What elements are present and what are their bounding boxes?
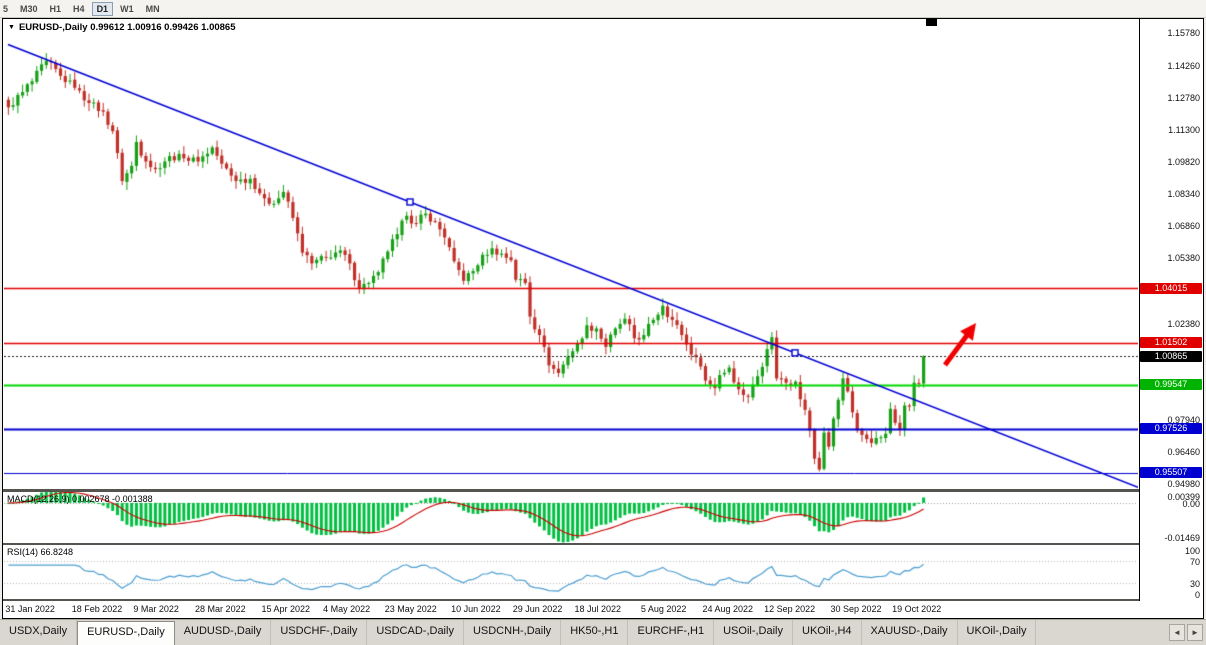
rsi-scale-tick: 0 <box>1194 590 1200 600</box>
date-tick: 28 Mar 2022 <box>195 604 246 614</box>
price-tick: 1.06860 <box>1167 221 1200 232</box>
date-tick: 9 Mar 2022 <box>133 604 179 614</box>
price-tick: 1.08340 <box>1167 189 1200 200</box>
period-button-M30[interactable]: M30 <box>20 3 38 14</box>
rsi-scale-tick: 70 <box>1189 557 1200 568</box>
symbol-tab-usdx-daily[interactable]: USDX,Daily <box>0 620 78 645</box>
pane-separator[interactable] <box>3 543 1203 545</box>
date-tick: 31 Jan 2022 <box>5 604 55 614</box>
chart-menu-icon[interactable]: ▼ <box>8 23 15 31</box>
macd-indicator-canvas[interactable] <box>4 492 1138 543</box>
date-tick: 19 Oct 2022 <box>892 604 942 614</box>
last-bar-marker <box>926 19 937 26</box>
price-tick: 1.12780 <box>1167 92 1200 103</box>
date-tick: 10 Jun 2022 <box>451 604 501 614</box>
price-chart-canvas[interactable] <box>4 21 1138 489</box>
date-tick: 18 Feb 2022 <box>71 604 123 614</box>
tab-scroll-controls: ◄ ► <box>1169 620 1206 645</box>
symbol-tab-eurusd-daily[interactable]: EURUSD-,Daily <box>77 621 175 645</box>
pane-separator[interactable] <box>3 599 1203 601</box>
symbol-tab-usoil-daily[interactable]: USOil-,Daily <box>714 620 794 645</box>
price-level-badge: 0.95507 <box>1140 467 1202 479</box>
timeframe-toolbar: 5 M30 H1 H4 D1 W1 MN <box>0 0 1206 18</box>
symbol-tabs: USDX,Daily EURUSD-,Daily AUDUSD-,Daily USDC… <box>0 620 1037 645</box>
price-tick: 1.11300 <box>1168 125 1200 136</box>
period-button-MN[interactable]: MN <box>145 3 160 14</box>
rsi-scale-tick: 30 <box>1189 578 1200 589</box>
period-button-H1[interactable]: H1 <box>49 3 62 14</box>
symbol-tab-ukoil-h4[interactable]: UKOil-,H4 <box>793 620 862 645</box>
symbol-tab-xauusd-daily[interactable]: XAUUSD-,Daily <box>862 620 958 645</box>
date-tick: 18 Jul 2022 <box>574 604 621 614</box>
period-button-D1[interactable]: D1 <box>91 1 114 16</box>
chart-title: ▼ EURUSD-,Daily 0.99612 1.00916 0.99426 … <box>8 22 235 33</box>
price-tick: 1.05380 <box>1167 253 1200 264</box>
date-tick: 15 Apr 2022 <box>261 604 310 614</box>
date-tick: 24 Aug 2022 <box>702 604 754 614</box>
symbol-tab-usdcnh-daily[interactable]: USDCNH-,Daily <box>464 620 562 645</box>
tab-scroll-right-icon[interactable]: ► <box>1187 624 1203 641</box>
date-tick: 12 Sep 2022 <box>764 604 816 614</box>
symbol-tab-eurchf-h1[interactable]: EURCHF-,H1 <box>628 620 715 645</box>
period-button-5[interactable]: 5 <box>3 3 9 14</box>
price-axis-border <box>1139 19 1140 601</box>
date-axis[interactable]: 31 Jan 2022 18 Feb 2022 9 Mar 2022 28 Mar 2… <box>4 603 1138 617</box>
price-tick: 1.02380 <box>1167 318 1200 329</box>
price-level-badge: 1.04015 <box>1140 282 1202 294</box>
symbol-tab-bar: USDX,Daily EURUSD-,Daily AUDUSD-,Daily USDC… <box>0 619 1206 645</box>
date-tick: 23 May 2022 <box>384 604 437 614</box>
symbol-tab-ukoil-daily[interactable]: UKOil-,Daily <box>958 620 1037 645</box>
rsi-indicator-canvas[interactable] <box>4 545 1138 599</box>
macd-label: MACD(12,26,9) 0.002678 -0.001388 <box>7 494 153 504</box>
rsi-label: RSI(14) 66.8248 <box>7 547 74 557</box>
macd-scale-tick: -0.01469 <box>1164 533 1200 543</box>
chart-title-text: EURUSD-,Daily 0.99612 1.00916 0.99426 1.… <box>18 22 236 33</box>
date-tick: 30 Sep 2022 <box>830 604 882 614</box>
price-level-badge: 0.97526 <box>1140 423 1202 435</box>
tab-scroll-left-icon[interactable]: ◄ <box>1169 624 1185 641</box>
macd-scale-tick: 0.00399 <box>1167 492 1200 502</box>
symbol-tab-hk50-h1[interactable]: HK50-,H1 <box>561 620 629 645</box>
date-tick: 5 Aug 2022 <box>640 604 687 614</box>
rsi-scale-tick: 100 <box>1184 546 1200 556</box>
price-tick: 1.14260 <box>1167 60 1200 71</box>
price-tick: 0.94980 <box>1167 479 1200 489</box>
price-tick: 0.97940 <box>1167 414 1200 425</box>
date-tick: 29 Jun 2022 <box>512 604 563 614</box>
price-tick: 0.96460 <box>1167 446 1200 457</box>
chart-window: ▼ EURUSD-,Daily 0.99612 1.00916 0.99426 … <box>2 18 1204 619</box>
price-axis[interactable]: 1.15780 1.14260 1.12780 1.11300 1.09820 1.083… <box>1140 19 1203 618</box>
symbol-tab-usdcad-daily[interactable]: USDCAD-,Daily <box>367 620 464 645</box>
period-button-H4[interactable]: H4 <box>73 3 85 14</box>
period-button-W1[interactable]: W1 <box>120 3 134 14</box>
price-tick: 1.15780 <box>1167 27 1200 38</box>
pane-separator[interactable] <box>3 489 1203 492</box>
symbol-tab-audusd-daily[interactable]: AUDUSD-,Daily <box>175 620 272 645</box>
price-tick: 1.09820 <box>1167 157 1200 168</box>
price-level-badge: 0.99547 <box>1140 379 1202 391</box>
macd-scale-tick: 0.00 <box>1182 498 1200 509</box>
date-tick: 4 May 2022 <box>323 604 371 614</box>
price-level-badge: 1.01502 <box>1140 337 1202 349</box>
symbol-tab-usdchf-daily[interactable]: USDCHF-,Daily <box>271 620 368 645</box>
price-level-badge: 1.00865 <box>1140 350 1202 362</box>
